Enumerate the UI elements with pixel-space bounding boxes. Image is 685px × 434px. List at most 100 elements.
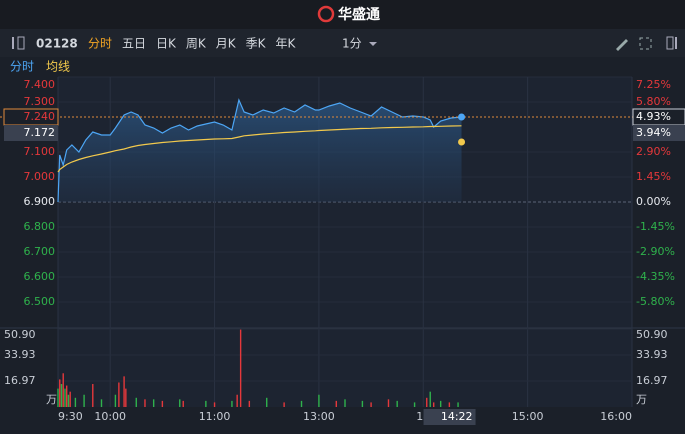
x-tick-label: 16:00 — [600, 410, 632, 423]
y-tick-label: 7.400 — [24, 78, 56, 91]
collapse-icon[interactable] — [12, 37, 14, 49]
y-tick-label: 6.700 — [24, 245, 56, 258]
vol-tick-label: 33.93 — [4, 348, 36, 361]
volume-bar — [161, 400, 164, 407]
price-area — [58, 100, 462, 202]
fullscreen-icon[interactable] — [639, 37, 652, 50]
last-avg-dot — [458, 138, 466, 146]
volume-bar — [92, 384, 94, 407]
last-price-dot — [458, 113, 466, 121]
volume-bar — [213, 402, 216, 407]
y-tick-label: 6.600 — [24, 270, 56, 283]
last-price-pct: 4.93% — [636, 110, 671, 123]
x-tick-label: 15:00 — [512, 410, 544, 423]
volume-bar — [62, 373, 64, 407]
tab[interactable]: 周K — [186, 37, 207, 51]
y2-tick-label: 0.00% — [636, 195, 671, 208]
volume-bar — [335, 400, 338, 407]
volume-bar — [248, 400, 251, 407]
volume-bar — [65, 385, 68, 407]
expand-icon[interactable] — [666, 36, 674, 50]
volume-bar — [69, 391, 71, 407]
volume-bar — [361, 400, 364, 407]
x-tick-label: 9:30 — [58, 410, 83, 423]
tab[interactable]: 季K — [246, 37, 267, 51]
last-price-label: 7.240 — [24, 110, 56, 123]
header-bar — [0, 0, 685, 29]
y2-tick-label: -4.35% — [636, 270, 675, 283]
y2-tick-label: 7.25% — [636, 78, 671, 91]
legend-avg[interactable]: 均线 — [46, 60, 70, 74]
y-tick-label: 7.000 — [24, 170, 56, 183]
volume-bar — [433, 402, 435, 407]
collapse-icon-box[interactable] — [17, 36, 25, 50]
interval-select[interactable]: 1分 — [342, 37, 362, 51]
tab[interactable]: 年K — [276, 37, 297, 51]
tab[interactable]: 分时 — [88, 37, 112, 51]
volume-bar — [236, 394, 238, 407]
volume-bar — [429, 391, 431, 407]
vol-tick-label-right: 50.90 — [636, 328, 668, 341]
volume-bar — [59, 379, 61, 407]
volume-bar — [179, 399, 181, 407]
y2-tick-label: 2.90% — [636, 145, 671, 158]
volume-bar — [439, 400, 442, 407]
volume-bar — [135, 397, 137, 407]
volume-bar — [83, 394, 85, 407]
expand-icon-bar[interactable] — [675, 37, 677, 49]
y2-tick-label: -2.90% — [636, 245, 675, 258]
y-tick-label: 7.300 — [24, 95, 56, 108]
tab[interactable]: 五日 — [122, 37, 146, 51]
y-tick-label: 6.800 — [24, 220, 56, 233]
volume-bar — [64, 388, 66, 407]
series-line — [57, 98, 462, 203]
volume-bar — [60, 384, 63, 407]
volume-bar — [300, 400, 303, 407]
legend-price[interactable]: 分时 — [10, 60, 34, 74]
x-tick-label: 10:00 — [94, 410, 126, 423]
draw-icon[interactable] — [616, 39, 628, 51]
legend-bar — [0, 57, 685, 77]
y2-tick-label: 5.80% — [636, 95, 671, 108]
tab[interactable]: 月K — [216, 37, 237, 51]
x-tick-label: 13:00 — [303, 410, 335, 423]
y2-tick-label: -5.80% — [636, 295, 675, 308]
y2-tick-label: 1.45% — [636, 170, 671, 183]
toolbar — [0, 29, 685, 57]
volume-bar — [67, 394, 70, 407]
volume-bar — [370, 402, 372, 407]
vol-tick-label: 16.97 — [4, 374, 36, 387]
volume-bar — [426, 397, 428, 407]
volume-bar — [239, 329, 242, 407]
last-avg-pct: 3.94% — [636, 126, 671, 139]
dropdown-arrow[interactable] — [369, 42, 377, 46]
volume-bar — [182, 400, 184, 407]
y-tick-label: 7.100 — [24, 145, 56, 158]
y-tick-label: 6.500 — [24, 295, 56, 308]
vol-unit: 万 — [46, 393, 57, 406]
volume-bar — [396, 400, 398, 407]
volume-bar — [231, 400, 233, 407]
volume-bar — [318, 394, 320, 407]
volume-bar — [344, 399, 346, 407]
volume-bar — [266, 397, 268, 407]
volume-bar — [457, 402, 459, 407]
volume-bar — [57, 388, 59, 407]
volume-bar — [118, 382, 120, 407]
volume-bar — [448, 402, 451, 407]
volume-bar — [205, 400, 207, 407]
volume-bar — [387, 399, 390, 407]
tab[interactable]: 日K — [156, 37, 177, 51]
volume-bar — [125, 388, 127, 407]
x-tick-label: 11:00 — [199, 410, 231, 423]
last-time: 14:22 — [441, 410, 473, 423]
last-time-box — [423, 409, 476, 425]
volume-bar — [152, 399, 155, 407]
logo-icon — [317, 5, 335, 23]
logo-text: 华盛通 — [338, 6, 380, 23]
vol-tick-label-right: 16.97 — [636, 374, 668, 387]
y2-tick-label: -1.45% — [636, 220, 675, 233]
y-tick-label: 6.900 — [24, 195, 56, 208]
volume-bar — [74, 397, 77, 407]
